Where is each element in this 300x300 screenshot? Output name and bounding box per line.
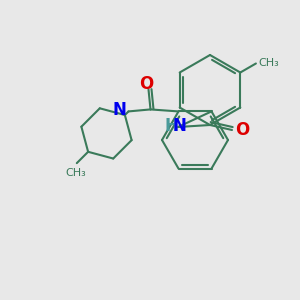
Text: H: H — [164, 117, 178, 135]
Text: N: N — [173, 117, 187, 135]
Text: N: N — [112, 101, 127, 119]
Text: O: O — [235, 121, 249, 139]
Text: CH₃: CH₃ — [65, 168, 86, 178]
Text: CH₃: CH₃ — [258, 58, 279, 68]
Text: O: O — [140, 75, 154, 93]
